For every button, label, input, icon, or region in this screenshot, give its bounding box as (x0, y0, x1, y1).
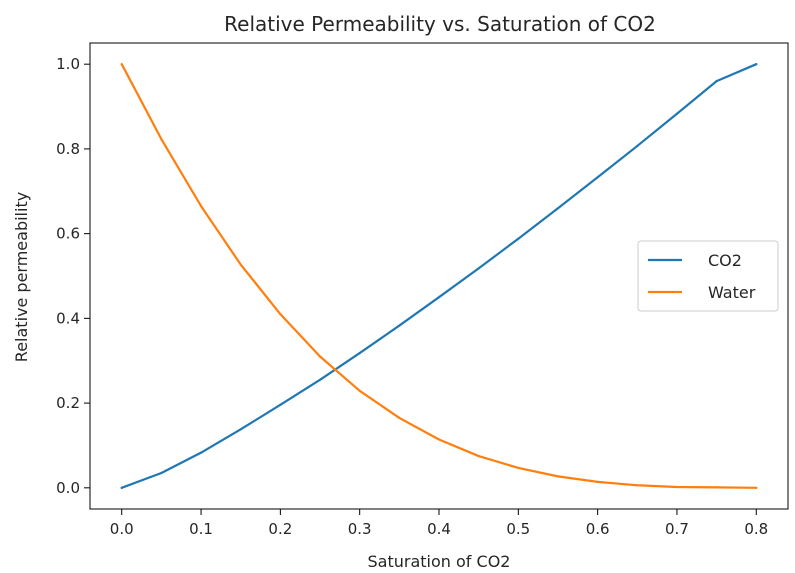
legend-box (637, 240, 779, 312)
data-point-co2 (675, 112, 679, 115)
chart-title: Relative Permeability vs. Saturation of … (224, 12, 656, 36)
x-tick-label: 0.5 (506, 520, 530, 538)
data-point-co2 (398, 324, 401, 327)
data-point-co2 (239, 428, 242, 431)
x-tick-label: 0.4 (427, 520, 451, 538)
y-tick-label: 0.4 (56, 309, 80, 327)
data-point-co2 (199, 451, 203, 454)
data-point-co2 (477, 267, 480, 270)
data-point-co2 (715, 80, 718, 83)
x-tick-label: 0.8 (744, 520, 768, 538)
data-point-water (279, 313, 282, 316)
x-axis-ticks: 0.0 0.1 0.2 0.3 0.4 0.5 0.6 0.7 0.8 (110, 509, 768, 538)
y-tick-label: 0.2 (56, 394, 80, 412)
x-tick-label: 0.7 (665, 520, 689, 538)
y-tick-label: 1.0 (56, 55, 80, 73)
data-point-co2 (279, 403, 282, 406)
x-tick-label: 0.2 (268, 520, 292, 538)
data-point-co2 (120, 486, 123, 489)
y-tick-label: 0.8 (56, 140, 80, 158)
data-point-water (755, 486, 758, 489)
data-point-co2 (596, 176, 599, 179)
data-point-co2 (636, 144, 639, 148)
series-lines (120, 63, 758, 489)
data-point-water (318, 355, 322, 358)
data-point-water (437, 438, 441, 441)
data-point-water (199, 205, 203, 208)
data-point-co2 (437, 296, 441, 299)
data-point-water (596, 480, 599, 483)
data-point-water (160, 138, 163, 141)
y-tick-label: 0.0 (56, 479, 80, 497)
data-point-co2 (556, 207, 560, 210)
legend-label-co2: CO2 (708, 251, 742, 270)
y-axis-ticks: 0.0 0.2 0.4 0.6 0.8 1.0 (56, 55, 90, 497)
data-point-co2 (318, 378, 322, 381)
data-point-water (517, 466, 520, 470)
y-tick-label: 0.6 (56, 225, 80, 243)
data-point-co2 (160, 471, 163, 475)
x-tick-label: 0.1 (189, 520, 213, 538)
x-axis-label: Saturation of CO2 (368, 552, 511, 571)
data-point-water (715, 486, 718, 489)
data-point-co2 (755, 63, 758, 66)
x-tick-label: 0.0 (110, 520, 134, 538)
legend-label-water: Water (708, 283, 756, 302)
data-point-co2 (517, 237, 520, 240)
data-point-water (636, 484, 639, 487)
data-point-water (675, 485, 679, 489)
y-axis-label: Relative permeability (12, 192, 31, 362)
legend: CO2 Water (637, 240, 779, 312)
data-point-water (120, 63, 123, 66)
data-point-water (358, 389, 361, 392)
data-point-co2 (358, 352, 361, 355)
x-tick-label: 0.6 (586, 520, 610, 538)
data-point-water (239, 263, 242, 266)
data-point-water (477, 454, 480, 458)
x-tick-label: 0.3 (348, 520, 372, 538)
data-point-water (556, 475, 560, 478)
data-point-water (398, 416, 401, 420)
